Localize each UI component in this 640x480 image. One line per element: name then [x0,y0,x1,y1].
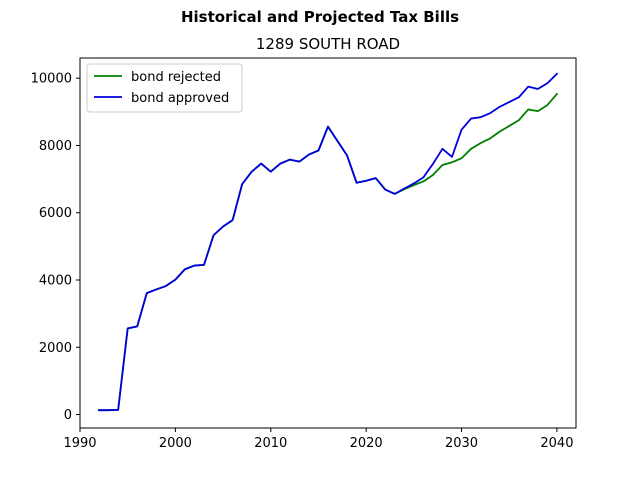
y-tick-label: 6000 [39,206,72,221]
legend-label-bond-rejected: bond rejected [131,70,221,85]
x-tick-label: 2010 [254,436,287,451]
y-axis: 0 2000 4000 6000 8000 10000 [31,72,80,423]
y-tick-label: 10000 [31,72,72,87]
x-tick-label: 2040 [540,436,573,451]
chart-title: 1289 SOUTH ROAD [256,35,400,53]
series-line-bond-approved [98,72,559,412]
series-line-bond-rejected [98,92,559,412]
x-tick-label: 2020 [350,436,383,451]
y-tick-label: 4000 [39,274,72,289]
chart-suptitle: Historical and Projected Tax Bills [181,8,459,26]
series-lines [98,72,559,412]
y-tick-label: 2000 [39,341,72,356]
plot-frame [79,57,577,429]
y-tick-label: 8000 [39,139,72,154]
legend: bond rejected bond approved [86,63,243,113]
x-tick-label: 1990 [63,436,96,451]
legend-label-bond-approved: bond approved [131,91,229,106]
legend-box [86,63,243,113]
x-tick-label: 2000 [159,436,192,451]
x-tick-label: 2030 [445,436,478,451]
y-tick-label: 0 [64,408,72,423]
x-axis: 1990 2000 2010 2020 2030 2040 [63,428,573,451]
